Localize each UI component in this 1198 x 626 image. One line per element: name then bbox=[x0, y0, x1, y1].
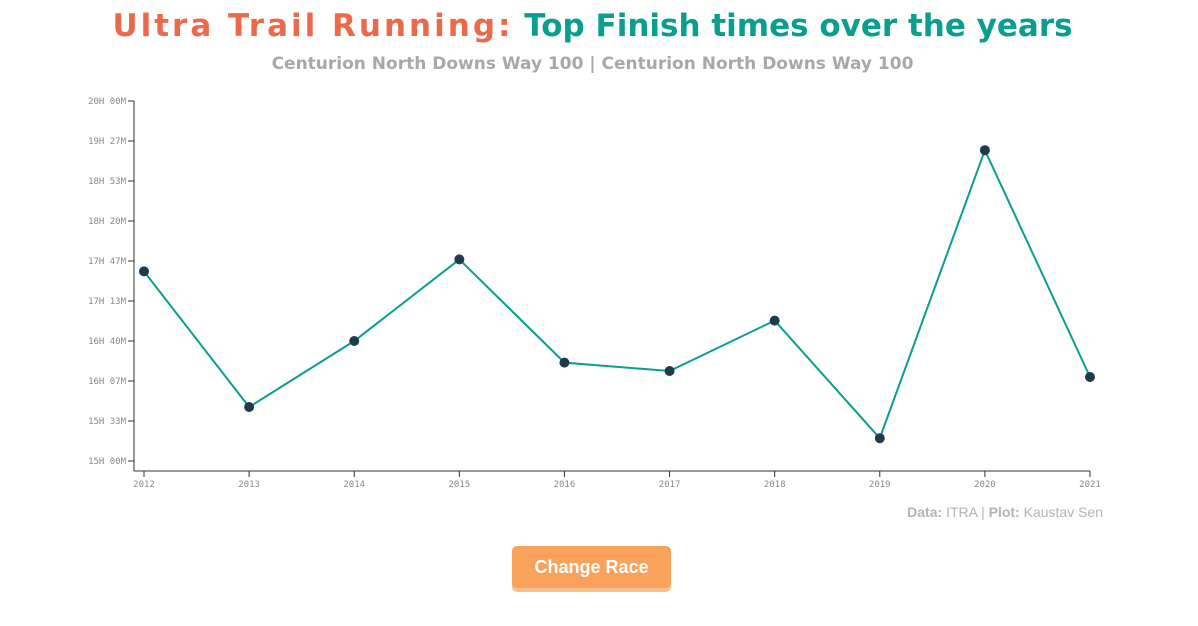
chart-title-main: Top Finish times over the years bbox=[524, 8, 1073, 44]
y-tick-label: 17H 47M bbox=[88, 257, 127, 267]
y-tick-label: 15H 33M bbox=[88, 417, 127, 427]
x-tick-label: 2014 bbox=[343, 480, 365, 490]
credit-plot-label: Plot: bbox=[988, 504, 1020, 520]
data-point bbox=[139, 266, 149, 277]
chart-title-accent: Ultra Trail Running: bbox=[112, 8, 514, 44]
data-point bbox=[559, 357, 570, 368]
data-point bbox=[349, 336, 360, 346]
y-tick-label: 16H 40M bbox=[88, 337, 127, 347]
series-line bbox=[143, 147, 1091, 441]
x-tick-label: 2018 bbox=[764, 480, 786, 490]
y-tick-label: 19H 27M bbox=[88, 137, 127, 147]
credit-plot-value: Kaustav Sen bbox=[1023, 504, 1103, 520]
data-point bbox=[874, 433, 885, 444]
y-tick-label: 17H 13M bbox=[88, 297, 127, 307]
data-point bbox=[244, 402, 255, 412]
y-tick-label: 20H 00M bbox=[88, 97, 127, 107]
x-tick-label: 2021 bbox=[1079, 480, 1101, 490]
data-point bbox=[664, 366, 675, 376]
x-tick-label: 2020 bbox=[974, 480, 996, 490]
chart-title: Ultra Trail Running: Top Finish times ov… bbox=[0, 4, 1185, 48]
credit-data-value: ITRA bbox=[946, 504, 978, 520]
x-tick-label: 2017 bbox=[659, 480, 681, 490]
data-point bbox=[454, 254, 465, 265]
y-tick-label: 18H 53M bbox=[88, 177, 127, 187]
credit-separator: | bbox=[981, 504, 985, 520]
y-tick-label: 16H 07M bbox=[88, 377, 127, 387]
data-point bbox=[769, 315, 780, 326]
x-tick-label: 2015 bbox=[448, 480, 470, 490]
credit-line: Data: ITRA | Plot: Kaustav Sen bbox=[907, 504, 1103, 520]
y-tick-label: 15H 00M bbox=[88, 457, 127, 467]
change-race-button[interactable]: Change Race bbox=[512, 546, 671, 588]
x-tick-label: 2012 bbox=[133, 480, 155, 490]
x-tick-label: 2019 bbox=[869, 480, 891, 490]
x-tick-label: 2013 bbox=[238, 480, 260, 490]
data-point bbox=[1085, 372, 1095, 382]
x-tick-label: 2016 bbox=[554, 480, 576, 490]
y-axis: 15H 00M 15H 33M 16H 07M 16H 40M 17H 13M 17H 4… bbox=[88, 97, 135, 471]
credit-data-label: Data: bbox=[907, 504, 943, 520]
x-axis: 2012 2013 2014 2015 2016 2017 2018 2019 2020 2021 bbox=[133, 470, 1101, 490]
chart-subtitle: Centurion North Downs Way 100 | Centurio… bbox=[271, 54, 914, 74]
data-point bbox=[979, 145, 990, 156]
y-tick-label: 18H 20M bbox=[88, 217, 127, 227]
series-group bbox=[139, 145, 1095, 444]
